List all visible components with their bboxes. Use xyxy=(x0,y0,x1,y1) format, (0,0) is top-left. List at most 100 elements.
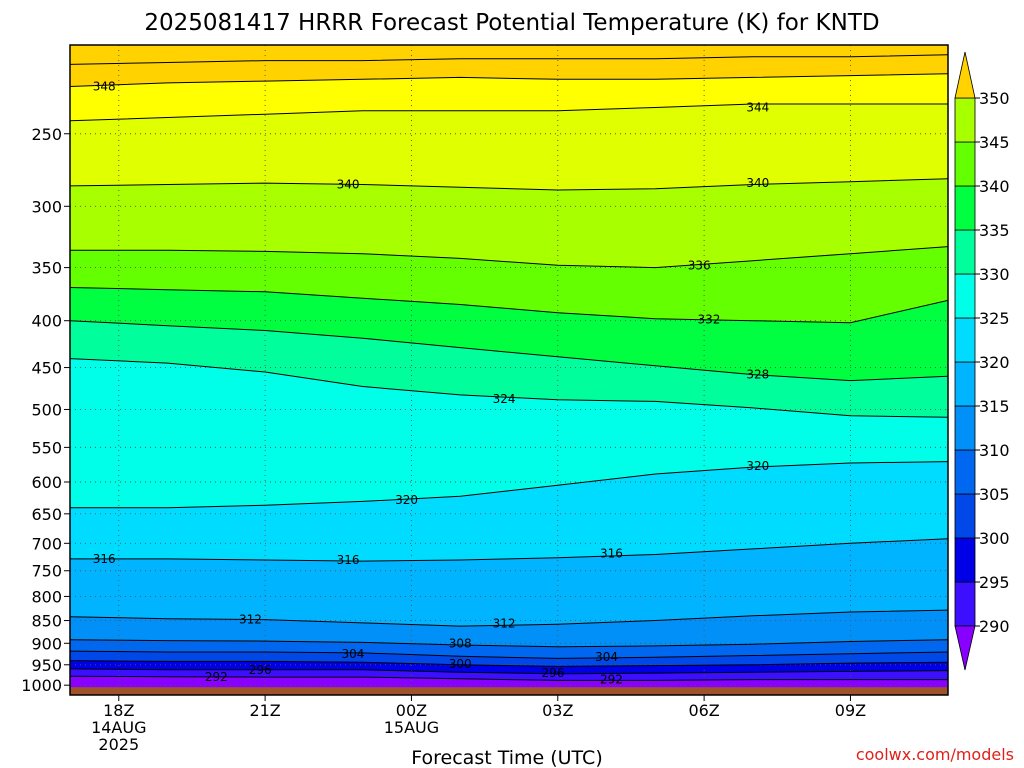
colorbar-label: 330 xyxy=(979,265,1010,284)
contour-label-text: 316 xyxy=(600,546,623,560)
x-tick-label: 14AUG xyxy=(91,718,146,737)
y-tick-label: 500 xyxy=(31,400,62,419)
x-tick-label: 06Z xyxy=(688,701,719,720)
contour-label-text: 316 xyxy=(337,553,360,567)
contour-label: 304 xyxy=(341,647,364,661)
y-tick-label: 700 xyxy=(31,534,62,553)
contour-label: 316 xyxy=(600,546,623,560)
plot-frame xyxy=(69,44,949,696)
colorbar-label: 315 xyxy=(979,397,1010,416)
colorbar-segment xyxy=(954,185,976,231)
x-tick-label: 2025 xyxy=(98,735,139,754)
y-tick-label: 850 xyxy=(31,612,62,631)
plot-area: 348 344 340 340 336 332 328 324 320 320 316 316 316 3… xyxy=(69,44,949,696)
contour-labels: 348 344 340 340 336 332 328 324 320 320 316 316 316 3… xyxy=(93,80,770,687)
isentrope-344 xyxy=(70,103,948,122)
contour-label: 312 xyxy=(239,613,262,627)
colorbar-segment xyxy=(954,361,976,407)
isentrope-292 xyxy=(70,675,948,681)
colorbar: 290 295 300 305 310 315 320 325 330 335 340 345 350 xyxy=(954,51,1010,671)
credit-text: coolwx.com/models xyxy=(856,745,1014,764)
colorbar-label: 300 xyxy=(979,529,1010,548)
contour-label: 340 xyxy=(746,176,769,190)
contour-label-text: 348 xyxy=(93,80,116,94)
colorbar-segment xyxy=(954,141,976,187)
isentrope-300 xyxy=(70,660,948,667)
isentrope-296 xyxy=(70,668,948,675)
y-tick-label: 800 xyxy=(31,587,62,606)
contour-label-text: 300 xyxy=(449,657,472,671)
colorbar-label: 340 xyxy=(979,177,1010,196)
contour-label-text: 296 xyxy=(541,666,564,680)
contour-label-text: 296 xyxy=(249,663,272,677)
contour-label: 328 xyxy=(746,368,769,382)
contour-label-text: 312 xyxy=(493,616,516,630)
contour-label: 296 xyxy=(249,663,272,677)
y-tick-label: 300 xyxy=(31,197,62,216)
theta-band xyxy=(70,358,948,508)
y-tick-label: 950 xyxy=(31,656,62,675)
x-tick-label: 03Z xyxy=(542,701,573,720)
x-axis-label: Forecast Time (UTC) xyxy=(411,747,602,768)
colorbar-segment xyxy=(954,581,976,627)
y-tick-label: 900 xyxy=(31,634,62,653)
contour-label-text: 344 xyxy=(746,100,769,114)
colorbar-label: 295 xyxy=(979,573,1010,592)
contour-label-text: 320 xyxy=(746,459,769,473)
theta-band xyxy=(70,73,948,121)
contour-label: 292 xyxy=(205,670,228,684)
theta-band xyxy=(70,610,948,647)
isentrope-332 xyxy=(70,287,948,324)
contour-label-text: 332 xyxy=(698,313,721,327)
contour-label-text: 312 xyxy=(239,613,262,627)
contour-label: 348 xyxy=(93,80,116,94)
isentrope-340 xyxy=(70,178,948,191)
isentrope-312 xyxy=(70,609,948,627)
contour-label: 320 xyxy=(746,459,769,473)
colorbar-segment xyxy=(954,273,976,319)
y-tick-label: 550 xyxy=(31,438,62,457)
contour-label: 316 xyxy=(337,553,360,567)
y-tick-label: 650 xyxy=(31,505,62,524)
isentrope-320 xyxy=(70,461,948,509)
colorbar-segment xyxy=(954,537,976,583)
contour-label-text: 304 xyxy=(595,650,618,664)
x-tick-label: 00Z xyxy=(396,701,427,720)
contour-label: 296 xyxy=(541,666,564,680)
chart-title: 2025081417 HRRR Forecast Potential Tempe… xyxy=(144,10,879,36)
colorbar-label: 345 xyxy=(979,133,1010,152)
contour-label-text: 316 xyxy=(93,552,116,566)
isentrope-336 xyxy=(70,246,948,269)
contour-label-text: 336 xyxy=(688,258,711,272)
contour-label: 292 xyxy=(600,673,623,687)
isentrope-348 xyxy=(70,73,948,87)
isentrope-lines xyxy=(70,54,948,681)
x-tick-label: 09Z xyxy=(835,701,866,720)
colorbar-label: 320 xyxy=(979,353,1010,372)
theta-band xyxy=(70,246,948,323)
isentrope-350 xyxy=(70,54,948,65)
y-tick-label: 750 xyxy=(31,562,62,581)
theta-band xyxy=(70,461,948,562)
y-tick-label: 250 xyxy=(31,125,62,144)
contour-label-text: 292 xyxy=(600,673,623,687)
theta-band xyxy=(70,104,948,190)
contour-label: 308 xyxy=(449,636,472,650)
y-tick-label: 350 xyxy=(31,259,62,278)
isentrope-328 xyxy=(70,320,948,382)
theta-band xyxy=(70,651,948,667)
theta-band xyxy=(70,320,948,418)
contour-label: 316 xyxy=(93,552,116,566)
isentrope-304 xyxy=(70,650,948,659)
contour-label-text: 304 xyxy=(341,647,364,661)
contour-label-text: 340 xyxy=(746,176,769,190)
colorbar-segment xyxy=(954,317,976,363)
colorbar-label: 305 xyxy=(979,485,1010,504)
isentrope-316 xyxy=(70,538,948,562)
contour-label: 340 xyxy=(337,177,360,191)
contour-label: 332 xyxy=(698,313,721,327)
theta-color-bands xyxy=(70,45,948,695)
x-tick-label: 18Z xyxy=(103,701,134,720)
contour-label-text: 292 xyxy=(205,670,228,684)
